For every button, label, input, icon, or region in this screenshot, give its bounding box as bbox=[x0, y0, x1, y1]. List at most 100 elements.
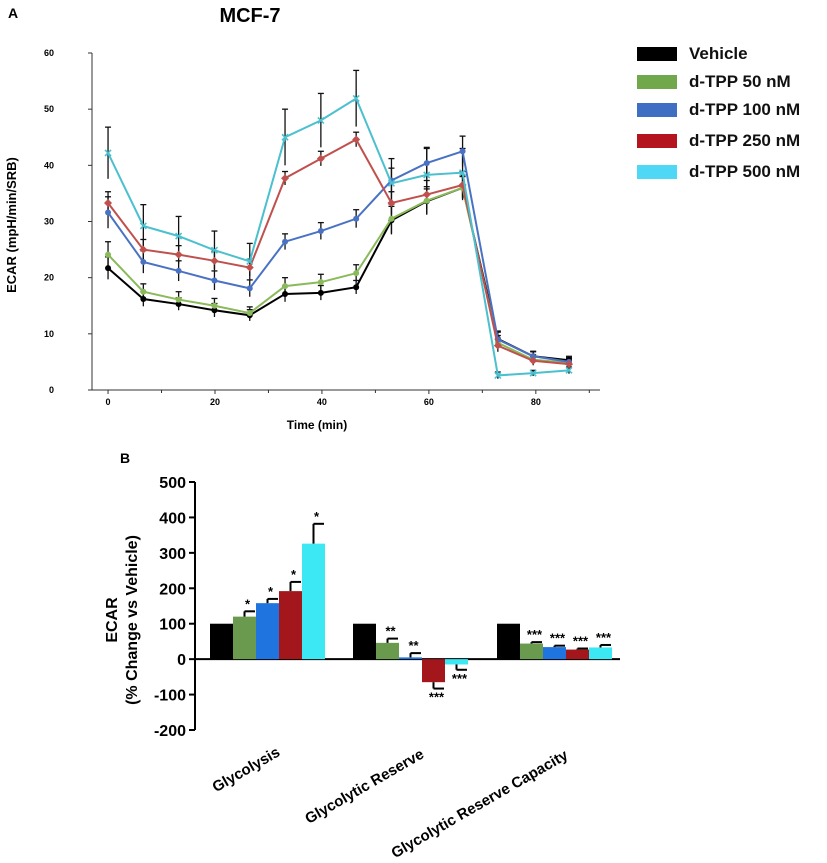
bar bbox=[497, 623, 520, 660]
y-tick-label: 400 bbox=[159, 510, 186, 527]
data-point bbox=[104, 198, 113, 207]
data-point bbox=[459, 169, 467, 177]
data-point bbox=[317, 116, 325, 124]
significance-label: *** bbox=[429, 690, 445, 705]
data-point bbox=[282, 283, 289, 290]
series-line bbox=[107, 149, 570, 363]
category-label: Glycolysis bbox=[210, 744, 283, 796]
significance-label: * bbox=[245, 596, 251, 611]
data-point bbox=[140, 258, 147, 265]
legend-swatch bbox=[637, 165, 677, 179]
legend-item: d-TPP 250 nM bbox=[637, 131, 800, 151]
data-point bbox=[423, 197, 430, 204]
x-tick-label: 0 bbox=[106, 397, 111, 407]
data-point bbox=[316, 154, 325, 163]
legend-swatch bbox=[637, 47, 677, 61]
y-tick-label: -100 bbox=[154, 688, 186, 705]
data-point bbox=[422, 190, 431, 199]
legend-swatch bbox=[637, 75, 677, 89]
data-point bbox=[210, 256, 219, 265]
data-point bbox=[423, 171, 431, 179]
y-tick-label: -200 bbox=[154, 723, 186, 740]
data-point bbox=[175, 267, 182, 274]
bar bbox=[210, 623, 233, 660]
y-axis-label: ECAR bbox=[104, 597, 121, 643]
data-point bbox=[140, 296, 147, 303]
legend-label: Vehicle bbox=[689, 44, 748, 63]
data-point bbox=[174, 250, 183, 259]
data-point bbox=[139, 222, 147, 230]
x-axis-label: Time (min) bbox=[287, 418, 347, 432]
data-point bbox=[353, 284, 360, 291]
data-point bbox=[211, 302, 218, 309]
bar bbox=[445, 659, 468, 665]
data-point bbox=[246, 310, 253, 317]
bar bbox=[279, 591, 302, 660]
y-tick-label: 60 bbox=[44, 48, 54, 58]
bar bbox=[302, 543, 325, 660]
line-chart-a: A MCF-7 0 10 20 30 40 50 60 0 20 40 60 80 Time (min) EC… bbox=[4, 5, 600, 432]
data-point bbox=[529, 369, 537, 377]
data-point bbox=[281, 174, 290, 183]
y-tick-label: 10 bbox=[44, 329, 54, 339]
y-tick-label: 200 bbox=[159, 581, 186, 598]
data-point bbox=[459, 148, 466, 155]
significance-label: * bbox=[291, 567, 297, 582]
data-point bbox=[245, 263, 254, 272]
y-tick-label: 0 bbox=[177, 652, 186, 669]
x-tick-label: 20 bbox=[210, 397, 220, 407]
significance-label: ** bbox=[385, 624, 396, 639]
significance-label: * bbox=[314, 509, 320, 524]
data-point bbox=[246, 285, 253, 292]
data-point bbox=[493, 341, 502, 350]
data-point bbox=[175, 301, 182, 308]
data-point bbox=[352, 135, 361, 144]
chart-title: MCF-7 bbox=[219, 5, 280, 27]
data-point bbox=[282, 238, 289, 245]
data-point bbox=[211, 307, 218, 314]
legend-label: d-TPP 250 nM bbox=[689, 131, 801, 150]
y-axis-label-sub: (% Change vs Vehicle) bbox=[124, 535, 141, 705]
x-tick-label: 40 bbox=[317, 397, 327, 407]
bar bbox=[399, 657, 422, 660]
data-point bbox=[317, 289, 324, 296]
data-point bbox=[139, 245, 148, 254]
series-line bbox=[107, 138, 570, 366]
data-point bbox=[388, 215, 395, 222]
data-point bbox=[175, 232, 183, 240]
bar bbox=[353, 623, 376, 660]
series-line bbox=[107, 186, 570, 362]
significance-label: *** bbox=[550, 631, 566, 646]
data-point bbox=[105, 251, 112, 258]
x-tick-label: 60 bbox=[424, 397, 434, 407]
data-point bbox=[352, 94, 360, 103]
bar bbox=[256, 603, 279, 660]
significance-label: *** bbox=[596, 630, 612, 645]
y-tick-label: 20 bbox=[44, 273, 54, 283]
data-point bbox=[565, 366, 573, 374]
legend-item: d-TPP 50 nM bbox=[637, 72, 791, 92]
data-point bbox=[317, 228, 324, 235]
bar bbox=[520, 643, 543, 660]
data-point bbox=[494, 371, 502, 379]
significance-label: *** bbox=[527, 627, 543, 642]
legend-swatch bbox=[637, 134, 677, 148]
bar bbox=[566, 649, 589, 660]
bar bbox=[233, 616, 256, 660]
data-point bbox=[353, 270, 360, 277]
data-point bbox=[423, 160, 430, 167]
data-point bbox=[353, 215, 360, 222]
data-point bbox=[105, 265, 112, 272]
panel-label-a: A bbox=[8, 5, 18, 21]
data-point bbox=[317, 279, 324, 286]
y-tick-label: 500 bbox=[159, 475, 186, 492]
data-point bbox=[211, 277, 218, 284]
significance-label: ** bbox=[408, 638, 419, 653]
legend-item: d-TPP 500 nM bbox=[637, 162, 800, 182]
panel-label-b: B bbox=[120, 450, 130, 466]
legend-label: d-TPP 100 nM bbox=[689, 100, 801, 119]
y-tick-label: 30 bbox=[44, 217, 54, 227]
series-line bbox=[107, 97, 570, 377]
data-point bbox=[387, 198, 396, 207]
